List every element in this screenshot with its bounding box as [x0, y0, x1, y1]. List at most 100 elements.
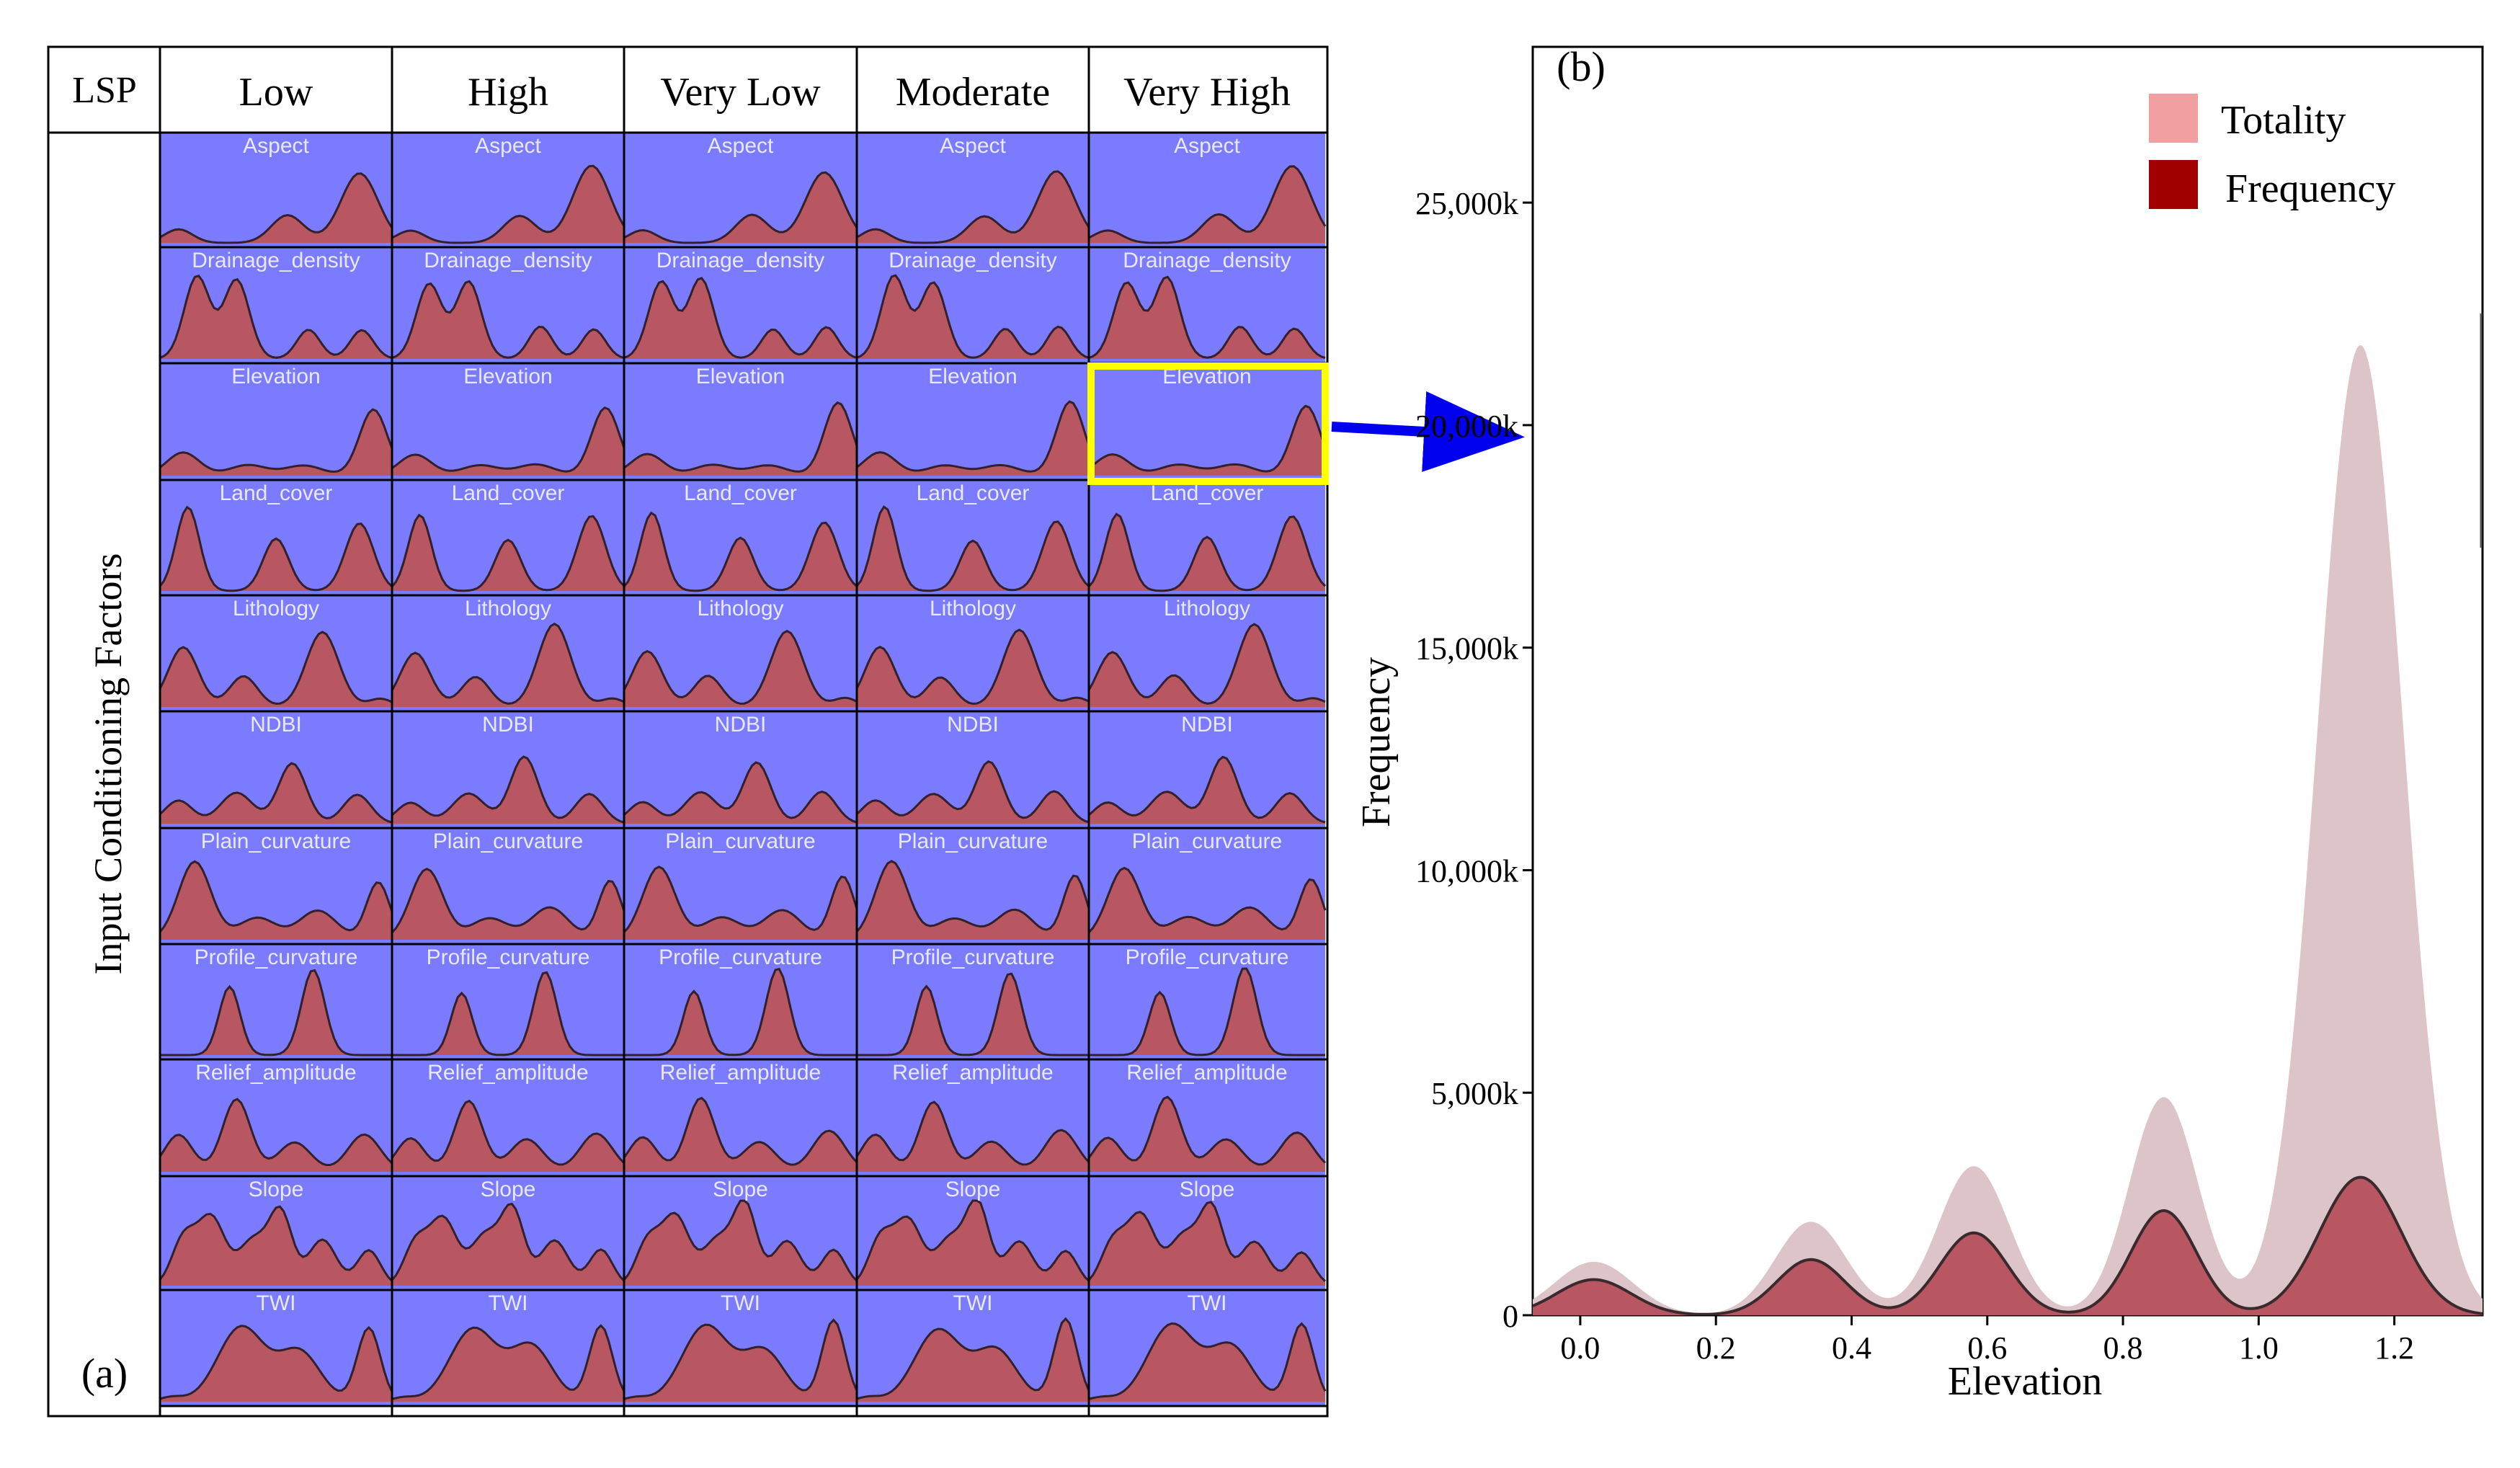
cell-density-area: [624, 969, 857, 1055]
cell-title: Slope: [713, 1178, 768, 1201]
cell-title: Elevation: [928, 365, 1017, 388]
cell-density-line: [623, 866, 858, 933]
cell-title: Aspect: [243, 134, 309, 158]
cell-density-area: [392, 972, 624, 1055]
cell-land-cover-high: Land_cover: [391, 480, 625, 595]
cell-density-area: [160, 970, 392, 1055]
cell-density-line: [624, 967, 857, 1056]
legend-swatch-frequency: [2149, 160, 2198, 209]
cell-density-area: [1089, 514, 1325, 591]
cell-title: Aspect: [1174, 134, 1240, 158]
cell-title: TWI: [953, 1291, 993, 1315]
cell-title: Profile_curvature: [891, 946, 1055, 969]
cell-density-area: [392, 1100, 624, 1172]
cell-density-line: [1088, 275, 1326, 360]
column-header-high: High: [468, 70, 548, 115]
cell-density-area: [857, 1102, 1089, 1172]
cell-title: Plain_curvature: [433, 829, 583, 853]
highlight-box: [1087, 362, 1329, 485]
cell-title: Relief_amplitude: [1126, 1061, 1287, 1085]
cell-title: Lithology: [465, 597, 551, 620]
cell-density-line: [857, 972, 1089, 1056]
cell-density-line: [623, 1318, 858, 1400]
cell-relief-amplitude-high: Relief_amplitude: [391, 1059, 625, 1176]
cell-aspect-high: Aspect: [391, 133, 625, 247]
cell-density-area: [1089, 166, 1325, 243]
cell-density-area: [160, 1325, 392, 1402]
column-header-moderate: Moderate: [896, 70, 1051, 115]
cell-density-line: [856, 170, 1090, 244]
cell-title: Lithology: [930, 597, 1016, 620]
column-headers: Low High Very Low Moderate Very High: [239, 70, 1291, 115]
cell-density-line: [855, 760, 1090, 824]
cell-title: Lithology: [697, 597, 783, 620]
cell-density-line: [159, 1205, 393, 1282]
panel-a: Aspect Aspect Aspect Aspect Aspect Drainage_d…: [47, 45, 1525, 1418]
cell-lithology-very-low: Lithology: [623, 595, 858, 711]
cell-density-line: [623, 511, 858, 592]
y-tick-label: 20,000k: [1415, 409, 1518, 444]
cell-drainage-density-very-high: Drainage_density: [1088, 247, 1326, 363]
column-header-very-high: Very High: [1123, 70, 1291, 115]
column-header-very-low: Very Low: [660, 70, 821, 115]
cell-density-area: [624, 866, 857, 940]
cell-density-line: [1087, 1095, 1327, 1166]
x-axis-label: Elevation: [1948, 1359, 2103, 1404]
cell-relief-amplitude-low: Relief_amplitude: [159, 1059, 393, 1176]
cell-title: Land_cover: [1151, 481, 1264, 505]
cell-title: Plain_curvature: [665, 829, 815, 853]
cell-slope-very-low: Slope: [623, 1176, 858, 1290]
cell-density-area: [392, 166, 624, 243]
cell-twi-low: TWI: [159, 1290, 393, 1406]
cell-plain-curvature-low: Plain_curvature: [159, 828, 393, 944]
cell-title: Aspect: [708, 134, 774, 158]
cell-title: Lithology: [233, 597, 319, 620]
cell-title: Elevation: [696, 365, 785, 388]
cell-lithology-low: Lithology: [159, 595, 393, 711]
cell-density-area: [1089, 406, 1325, 476]
cell-density-line: [623, 629, 858, 705]
cell-density-line: [623, 1096, 858, 1166]
cell-elevation-very-low: Elevation: [623, 363, 858, 480]
cell-twi-high: TWI: [391, 1290, 625, 1406]
cell-density-line: [159, 762, 393, 824]
cell-title: Land_cover: [684, 481, 797, 505]
legend-label-totality: Totality: [2221, 98, 2346, 143]
cell-title: Plain_curvature: [201, 829, 351, 853]
cell-ndbi-very-low: NDBI: [623, 711, 858, 828]
cell-title: Profile_curvature: [1126, 946, 1289, 969]
cell-title: Land_cover: [452, 481, 565, 505]
cell-title: TWI: [721, 1291, 760, 1315]
cell-title: NDBI: [715, 713, 767, 737]
cell-density-line: [391, 406, 625, 473]
cell-density-line: [1087, 512, 1327, 592]
cell-drainage-density-moderate: Drainage_density: [856, 247, 1090, 363]
cell-density-area: [160, 1099, 392, 1172]
cell-density-area: [624, 1098, 857, 1172]
cell-profile-curvature-low: Profile_curvature: [160, 944, 392, 1059]
cell-title: TWI: [257, 1291, 296, 1315]
cell-density-area: [857, 507, 1089, 591]
cell-density-line: [1088, 404, 1327, 473]
cell-title: Slope: [1180, 1178, 1235, 1201]
cell-twi-very-high: TWI: [1088, 1290, 1327, 1406]
legend-swatch-totality: [2149, 94, 2198, 143]
cell-density-line: [391, 622, 625, 705]
cell-land-cover-low: Land_cover: [159, 480, 393, 595]
cell-density-line: [159, 1325, 393, 1400]
cell-density-area: [392, 868, 624, 940]
cell-title: Drainage_density: [192, 249, 360, 272]
x-tick-label: 1.0: [2239, 1330, 2279, 1366]
cell-density-line: [391, 280, 625, 360]
cell-density-line: [159, 860, 393, 933]
cell-density-line: [855, 628, 1090, 706]
cell-aspect-moderate: Aspect: [856, 133, 1090, 247]
cell-title: NDBI: [1181, 713, 1233, 737]
cell-density-area: [160, 275, 392, 359]
cell-title: Aspect: [475, 134, 541, 158]
cell-profile-curvature-very-low: Profile_curvature: [624, 944, 857, 1059]
cell-density-area: [1089, 868, 1325, 940]
cell-density-line: [623, 1199, 858, 1282]
cell-density-area: [624, 1320, 857, 1402]
cell-title: Plain_curvature: [1132, 829, 1282, 853]
